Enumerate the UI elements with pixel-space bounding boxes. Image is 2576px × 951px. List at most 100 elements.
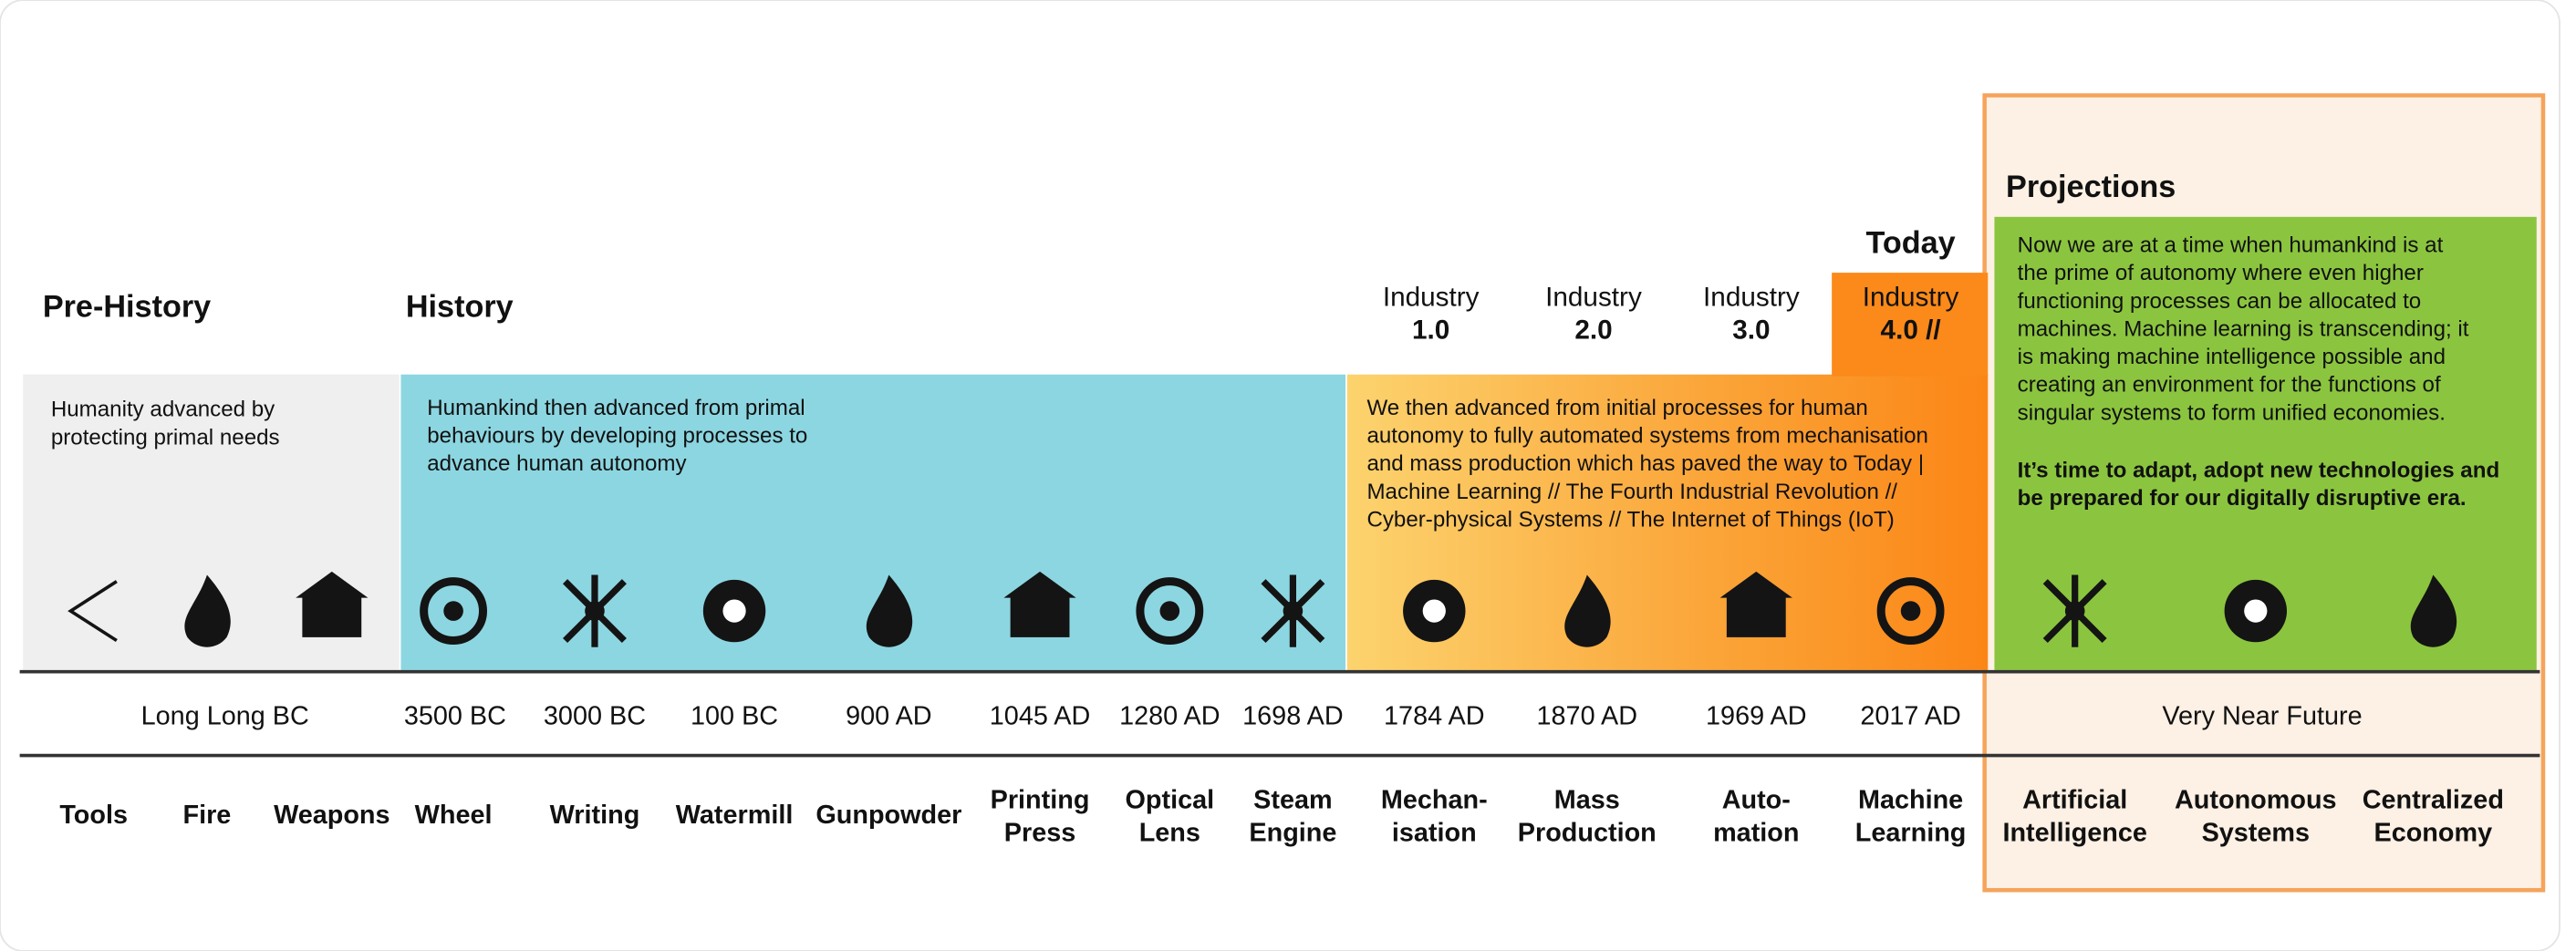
icon xyxy=(2042,574,2107,647)
description-line: Humankind then advanced from primal xyxy=(427,396,805,420)
industry-4-header xyxy=(1832,273,1989,377)
icon-shape xyxy=(443,601,463,621)
item-label: Artificial xyxy=(2022,786,2127,815)
description-line: Now we are at a time when humankind is a… xyxy=(2018,233,2444,258)
icon-shape xyxy=(585,601,605,621)
item-label: Wheel xyxy=(415,801,493,830)
item-label: Learning xyxy=(1855,819,1967,848)
icon xyxy=(2410,574,2457,647)
icon-shape xyxy=(420,577,488,646)
icon-shape xyxy=(2410,574,2457,647)
icon xyxy=(1136,577,1204,646)
description-line: singular systems to form unified economi… xyxy=(2018,400,2446,425)
icon xyxy=(420,577,488,646)
date: 3000 BC xyxy=(544,702,646,731)
description-line: functioning processes can be allocated t… xyxy=(2018,289,2422,314)
item-label: Centralized xyxy=(2363,786,2504,815)
description-line: autonomy to fully automated systems from… xyxy=(1366,424,1927,449)
icon xyxy=(1719,571,1792,637)
item-label: Autonomous xyxy=(2175,786,2337,815)
item-label: Gunpowder xyxy=(815,801,961,830)
icon-shape xyxy=(1136,577,1204,646)
description-line: It’s time to adapt, adopt new technologi… xyxy=(2018,458,2500,482)
icon-shape xyxy=(2064,601,2085,621)
item-label: Weapons xyxy=(274,801,390,830)
industry-number: 4.0 // xyxy=(1881,315,1941,346)
date: 1870 AD xyxy=(1537,702,1637,731)
icon-shape xyxy=(1010,594,1070,637)
description-line: creating an environment for the function… xyxy=(2018,373,2441,398)
item-label: Printing xyxy=(991,786,1090,815)
item-label: mation xyxy=(1713,819,1799,848)
date: 1045 AD xyxy=(990,702,1090,731)
icon xyxy=(866,574,913,647)
industry-word: Industry xyxy=(1383,283,1480,313)
description-line: be prepared for our digitally disruptive… xyxy=(2018,486,2467,511)
icon-shape xyxy=(1726,594,1786,637)
icon-shape xyxy=(184,574,231,647)
item-label: Systems xyxy=(2202,819,2310,848)
item-label: Fire xyxy=(183,801,232,830)
item-label: Intelligence xyxy=(2002,819,2146,848)
icon-shape xyxy=(1283,601,1304,621)
icon xyxy=(1403,579,1466,643)
date: 2017 AD xyxy=(1860,702,1960,731)
item-label: Writing xyxy=(550,801,640,830)
icon-shape xyxy=(68,580,118,643)
industry-word: Industry xyxy=(1863,283,1959,313)
icon xyxy=(68,580,118,643)
date: Very Near Future xyxy=(2162,702,2362,731)
date: 3500 BC xyxy=(404,702,506,731)
item-label: Engine xyxy=(1249,819,1336,848)
icon-shape xyxy=(1900,601,1921,621)
description-line: advance human autonomy xyxy=(427,451,687,476)
date: 900 AD xyxy=(846,702,931,731)
icon xyxy=(1564,574,1611,647)
item-label: Auto- xyxy=(1722,786,1791,815)
description-line: protecting primal needs xyxy=(51,425,280,450)
industry-number: 3.0 xyxy=(1732,315,1770,346)
date: Long Long BC xyxy=(141,702,309,731)
description-line: is making machine intelligence possible … xyxy=(2018,345,2446,369)
heading: Pre-History xyxy=(43,290,211,325)
industry-word: Industry xyxy=(1545,283,1642,313)
industry-number: 1.0 xyxy=(1412,315,1449,346)
date: 100 BC xyxy=(691,702,778,731)
icon-shape xyxy=(1422,599,1446,623)
heading: Today xyxy=(1865,225,1955,260)
icon xyxy=(563,574,627,647)
icon-shape xyxy=(302,594,362,637)
item-label: Press xyxy=(1004,819,1075,848)
icon xyxy=(1003,571,1076,637)
item-label: Mechan- xyxy=(1381,786,1488,815)
description-line: the prime of autonomy where even higher xyxy=(2018,261,2424,285)
icon-shape xyxy=(1876,577,1945,646)
description-line: behaviours by developing processes to xyxy=(427,424,807,449)
icon-shape xyxy=(296,571,369,598)
icon-shape xyxy=(1003,571,1076,598)
item-label: Optical xyxy=(1126,786,1215,815)
heading: Projections xyxy=(2006,170,2176,204)
heading: History xyxy=(406,290,514,325)
description-line: machines. Machine learning is transcendi… xyxy=(2018,316,2469,341)
icon-shape xyxy=(2244,599,2268,623)
date: 1784 AD xyxy=(1384,702,1484,731)
icon-shape xyxy=(1159,601,1180,621)
description-line: We then advanced from initial processes … xyxy=(1366,396,1867,420)
industry-number: 2.0 xyxy=(1574,315,1612,346)
item-label: Production xyxy=(1518,819,1657,848)
item-label: Mass xyxy=(1554,786,1620,815)
icon-shape xyxy=(866,574,913,647)
item-label: isation xyxy=(1392,819,1477,848)
industry-word: Industry xyxy=(1703,283,1800,313)
item-label: Tools xyxy=(59,801,128,830)
description-line: and mass production which has paved the … xyxy=(1366,451,1924,476)
description-line: Humanity advanced by xyxy=(51,398,275,422)
icon xyxy=(184,574,231,647)
item-label: Lens xyxy=(1139,819,1200,848)
icon xyxy=(702,579,766,643)
date: 1698 AD xyxy=(1242,702,1343,731)
icon xyxy=(2224,579,2288,643)
description-line: Machine Learning // The Fourth Industria… xyxy=(1366,480,1897,504)
icon xyxy=(1261,574,1325,647)
